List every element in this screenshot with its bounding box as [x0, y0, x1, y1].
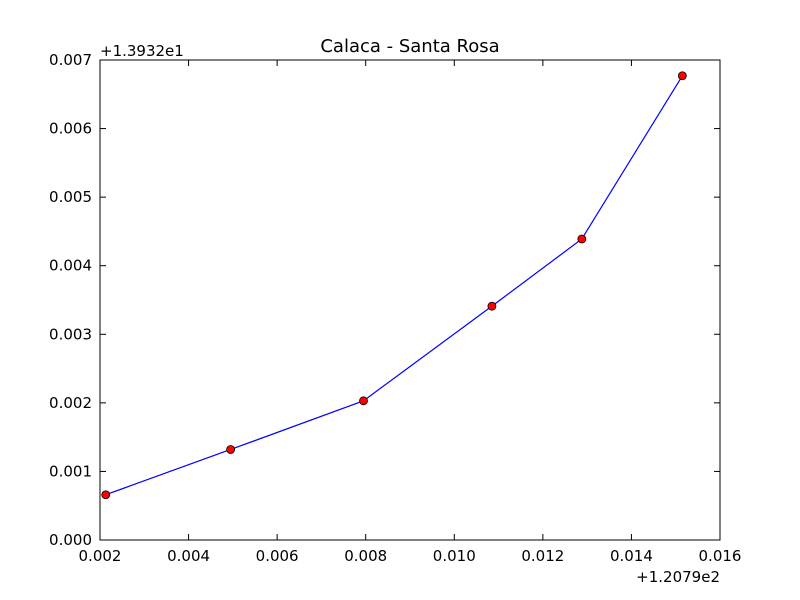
x-tick-label: 0.014: [610, 547, 653, 565]
x-axis-offset-label: +1.2079e2: [636, 568, 720, 586]
data-point: [487, 301, 497, 311]
y-tick-label: 0.004: [49, 257, 92, 275]
x-tick-label: 0.006: [256, 547, 299, 565]
data-point: [577, 234, 587, 244]
data-point: [101, 490, 111, 500]
x-tick-label: 0.016: [699, 547, 742, 565]
x-tick-label: 0.004: [167, 547, 210, 565]
y-tick-label: 0.001: [49, 462, 92, 480]
data-point: [226, 445, 236, 454]
y-tick-label: 0.003: [49, 325, 92, 343]
x-tick-label: 0.012: [521, 547, 564, 565]
y-tick-label: 0.000: [49, 531, 92, 549]
ticks-layer: 0.002 0.004 0.006 0.008 0.010 0.012 0.014 0.016…: [49, 51, 741, 565]
chart-title: Calaca - Santa Rosa: [320, 36, 499, 57]
data-point: [359, 396, 368, 406]
series-layer: [101, 71, 687, 500]
x-tick-label: 0.008: [344, 547, 387, 565]
x-tick-label: 0.002: [79, 547, 122, 565]
y-tick-label: 0.005: [49, 188, 92, 206]
y-tick-label: 0.002: [49, 394, 92, 412]
plot-area: [100, 60, 720, 540]
y-tick-label: 0.006: [49, 120, 92, 138]
data-point: [677, 71, 687, 81]
plot-frame: [99, 59, 721, 541]
y-axis-offset-label: +1.3932e1: [100, 42, 184, 60]
y-tick-label: 0.007: [49, 51, 92, 69]
x-tick-label: 0.010: [433, 547, 476, 565]
series-line: [105, 75, 683, 496]
